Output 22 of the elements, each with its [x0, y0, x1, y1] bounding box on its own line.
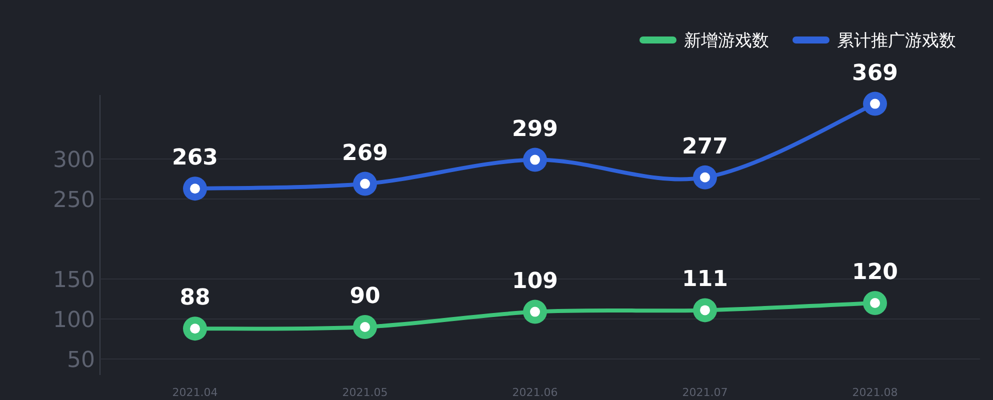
data-label: 277 — [682, 134, 728, 160]
data-label: 369 — [852, 60, 898, 86]
y-tick-label: 150 — [53, 268, 95, 293]
data-label: 111 — [682, 267, 728, 292]
y-tick-label: 50 — [67, 348, 95, 373]
y-tick-label: 100 — [53, 308, 95, 333]
data-label: 120 — [852, 260, 898, 285]
y-tick-label: 300 — [53, 148, 95, 173]
data-label: 269 — [342, 140, 388, 166]
data-label: 109 — [512, 268, 558, 294]
data-label: 88 — [180, 286, 210, 311]
x-tick-label: 2021.06 — [512, 386, 558, 399]
legend-label: 累计推广游戏数 — [837, 31, 956, 51]
x-tick-label: 2021.08 — [852, 386, 898, 399]
x-tick-label: 2021.07 — [682, 386, 728, 399]
data-label: 90 — [350, 284, 380, 309]
x-tick-label: 2021.05 — [342, 386, 388, 399]
data-label: 299 — [512, 116, 558, 142]
y-tick-label: 250 — [53, 188, 95, 213]
x-tick-label: 2021.04 — [172, 386, 218, 399]
data-label: 263 — [172, 146, 218, 171]
legend-label: 新增游戏数 — [684, 31, 769, 51]
